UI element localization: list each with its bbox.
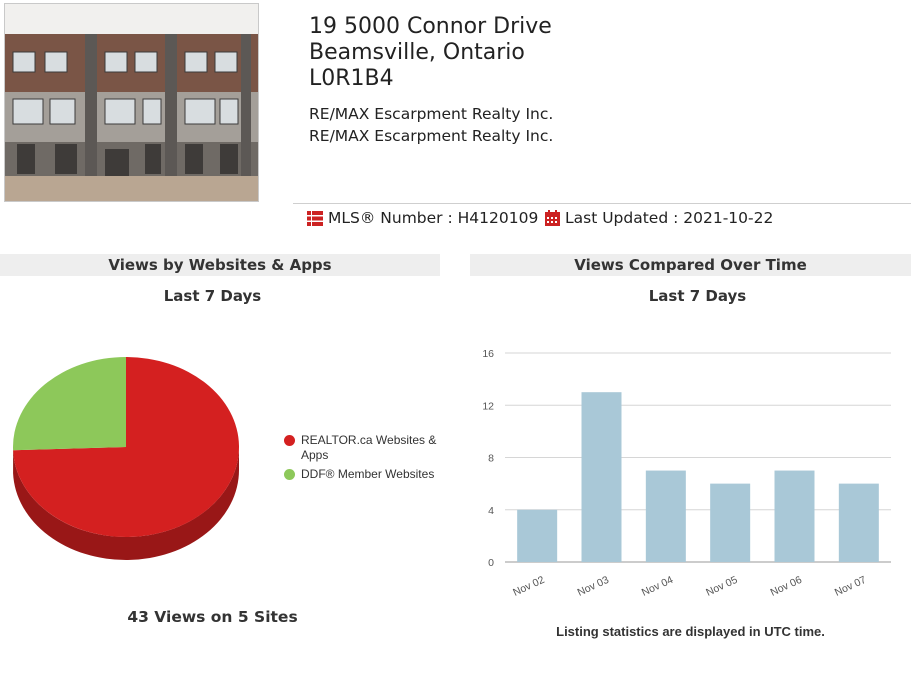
y-tick-label: 4 — [488, 505, 494, 517]
y-tick-label: 8 — [488, 453, 494, 465]
bar-nov-06[interactable] — [774, 470, 815, 562]
views-by-sites-header: Views by Websites & Apps — [0, 254, 440, 276]
views-over-time-header: Views Compared Over Time — [470, 254, 911, 276]
pie-slice-0[interactable] — [13, 357, 240, 537]
legend-label: REALTOR.ca Websites & Apps — [301, 433, 437, 462]
brokerage-name-1: RE/MAX Escarpment Realty Inc. — [309, 105, 554, 123]
x-tick-label: Nov 06 — [769, 574, 804, 599]
brokerage-name-2: RE/MAX Escarpment Realty Inc. — [309, 127, 554, 145]
last-updated: Last Updated : 2021-10-22 — [545, 209, 773, 227]
address-line-1: 19 5000 Connor Drive — [309, 14, 552, 39]
views-over-time-period: Last 7 Days — [648, 287, 747, 305]
legend-item-realtor[interactable]: REALTOR.ca Websites & Apps — [284, 433, 446, 463]
calendar-icon — [545, 210, 560, 226]
brokerage-block: RE/MAX Escarpment Realty Inc. RE/MAX Esc… — [309, 103, 553, 147]
listing-photo[interactable] — [4, 3, 259, 202]
last-updated-text: Last Updated : 2021-10-22 — [565, 209, 774, 227]
x-tick-label: Nov 05 — [704, 574, 739, 599]
legend-swatch — [284, 435, 295, 446]
bar-nov-07[interactable] — [838, 483, 879, 562]
address-line-2: Beamsville, Ontario — [309, 40, 525, 65]
pie-legend: REALTOR.ca Websites & Apps DDF® Member W… — [284, 433, 446, 486]
listing-meta-bar: MLS® Number : H4120109 Last Updated : 20… — [293, 203, 911, 234]
pie-slice-1[interactable] — [13, 357, 126, 451]
x-tick-label: Nov 07 — [833, 574, 868, 599]
x-tick-label: Nov 04 — [640, 574, 675, 599]
bar-nov-03[interactable] — [581, 392, 622, 562]
bar-nov-05[interactable] — [710, 483, 751, 562]
bar-nov-04[interactable] — [645, 470, 686, 562]
bar-nov-02[interactable] — [517, 509, 558, 562]
list-icon — [307, 210, 323, 226]
house-photo-icon — [5, 4, 258, 201]
utc-note: Listing statistics are displayed in UTC … — [556, 624, 825, 639]
y-tick-label: 12 — [482, 400, 494, 412]
legend-swatch — [284, 469, 295, 480]
legend-label: DDF® Member Websites — [301, 467, 435, 481]
mls-number-text: MLS® Number : H4120109 — [328, 209, 539, 227]
views-summary: 43 Views on 5 Sites — [127, 608, 298, 626]
x-tick-label: Nov 02 — [511, 574, 546, 599]
views-pie-chart — [13, 357, 240, 561]
y-tick-label: 16 — [482, 348, 494, 360]
legend-item-ddf[interactable]: DDF® Member Websites — [284, 467, 446, 482]
views-by-sites-period: Last 7 Days — [163, 287, 262, 305]
y-tick-label: 0 — [488, 557, 494, 569]
listing-address: 19 5000 Connor Drive Beamsville, Ontario… — [309, 14, 552, 92]
address-postal-code: L0R1B4 — [309, 66, 394, 91]
views-bar-chart: 0 4 8 12 16 Nov 02 Nov 03 Nov 04 Nov 05 Nov 06 Nov… — [482, 348, 891, 599]
x-tick-label: Nov 03 — [576, 574, 611, 599]
mls-number: MLS® Number : H4120109 — [307, 209, 538, 227]
pie-slice-side-0 — [13, 447, 239, 561]
